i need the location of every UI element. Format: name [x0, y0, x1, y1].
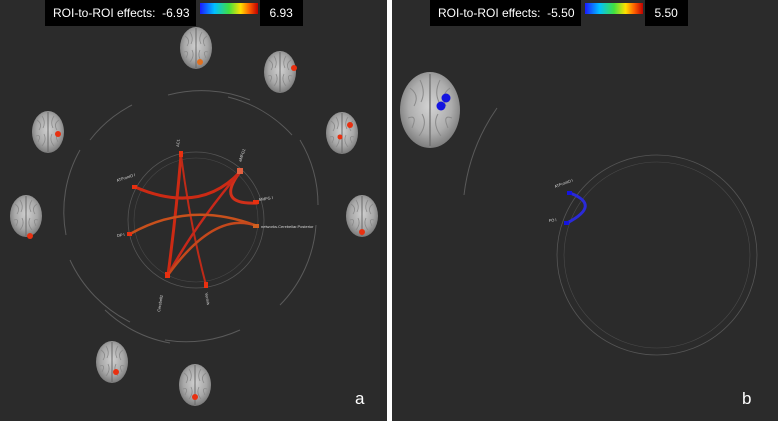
colorbar — [199, 3, 258, 14]
brain-thumbnail — [263, 50, 297, 94]
roi-label: OP l — [116, 232, 124, 238]
node-cerebellar — [253, 224, 259, 228]
brain-thumbnail — [400, 72, 460, 148]
roi-labels-a: AC1 aMFG1 MidFG l networks.Cerebellar.Po… — [116, 138, 314, 312]
connection-op-cerebellar — [128, 213, 259, 236]
inner-ring — [127, 151, 265, 289]
node-atfronto — [567, 191, 572, 195]
colorbar-header: ROI-to-ROI effects: -6.93 6.93 — [45, 0, 303, 26]
brain-thumbnail — [325, 111, 359, 155]
connection-amfg-cerebell2 — [166, 170, 242, 277]
connectome-ring-b: ATFrontO l FO l — [400, 72, 758, 356]
node-ac1 — [179, 151, 183, 157]
effects-label: ROI-to-ROI effects: -5.50 — [430, 0, 581, 26]
node-op — [127, 232, 132, 236]
roi-label: networks.Cerebellar.Posterior — [261, 224, 314, 229]
roi-label: ATFrontO l — [554, 178, 574, 189]
node-amfg — [237, 168, 243, 174]
effects-max: 6.93 — [259, 0, 303, 26]
connection-ac1-cerebell2 — [166, 153, 183, 277]
panel-a: ROI-to-ROI effects: -6.93 6.93 — [0, 0, 387, 421]
node-marker — [441, 93, 451, 103]
colorbar-header: ROI-to-ROI effects: -5.50 5.50 — [430, 0, 688, 26]
roi-label: AC1 — [175, 138, 181, 147]
roi-label: Cerebell2 — [156, 294, 164, 312]
panel-b: ROI-to-ROI effects: -5.50 5.50 ATFrontO … — [392, 0, 778, 421]
connections-a — [128, 153, 259, 286]
node-cerebell2 — [165, 272, 170, 278]
roi-labels-b: ATFrontO l FO l — [549, 178, 574, 223]
effects-max: 5.50 — [644, 0, 688, 26]
brain-thumbnail — [178, 363, 212, 407]
roi-label: aMFG1 — [237, 147, 247, 162]
connection-atfronto-amfg — [133, 170, 242, 200]
brain-thumbnail — [179, 26, 213, 70]
outer-ring — [556, 154, 758, 356]
node-atfronto — [132, 185, 137, 189]
brain-thumbnails-a — [9, 26, 379, 407]
node-marker — [436, 101, 446, 111]
roi-label: MidFG l — [258, 195, 273, 202]
inner-ring-2 — [133, 157, 259, 283]
roi-label: Vermis — [204, 292, 211, 305]
brain-thumbnail — [9, 194, 43, 239]
node-fo — [564, 221, 569, 225]
brain-thumbnail — [31, 110, 65, 154]
roi-label: ATFrontO l — [116, 172, 136, 183]
ring-nodes-a — [127, 151, 259, 288]
roi-label: FO l — [549, 217, 557, 223]
node-vermis — [204, 282, 208, 288]
colorbar — [584, 3, 643, 14]
brain-thumbnail — [345, 194, 379, 238]
node-midfg — [253, 200, 259, 204]
outer-arc — [463, 107, 498, 196]
panel-label: a — [355, 389, 365, 408]
inner-ring — [563, 161, 751, 349]
connection-atfronto-fo — [565, 191, 587, 225]
connection-ac1-vermis — [180, 154, 207, 286]
connectome-ring-a: AC1 aMFG1 MidFG l networks.Cerebellar.Po… — [9, 26, 379, 407]
effects-label: ROI-to-ROI effects: -6.93 — [45, 0, 196, 26]
outer-ring-arcs — [63, 90, 319, 344]
brain-thumbnail — [95, 340, 129, 384]
connection-cerebell2-cerebellar — [166, 221, 259, 277]
panel-label: b — [742, 389, 752, 408]
